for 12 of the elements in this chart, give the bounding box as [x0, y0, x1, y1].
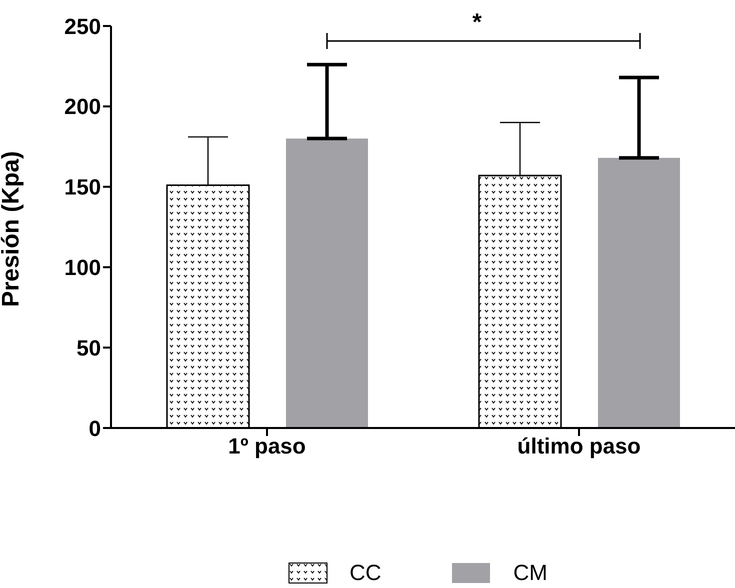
legend-label: CC	[350, 560, 382, 586]
y-tick-label: 150	[64, 174, 101, 200]
y-tick-label: 50	[76, 335, 101, 360]
y-tick-label: 200	[64, 94, 101, 120]
y-tick-label: 100	[64, 255, 101, 280]
x-tick-label: 1º paso	[228, 434, 306, 459]
y-tick-label: 250	[64, 14, 101, 39]
y-tick-label: 0	[88, 416, 101, 441]
legend-label: CM	[513, 560, 548, 586]
y-axis-title: Presión (Kpa)	[0, 150, 25, 307]
x-tick-label: último paso	[517, 434, 641, 459]
annotation: *	[472, 9, 482, 36]
